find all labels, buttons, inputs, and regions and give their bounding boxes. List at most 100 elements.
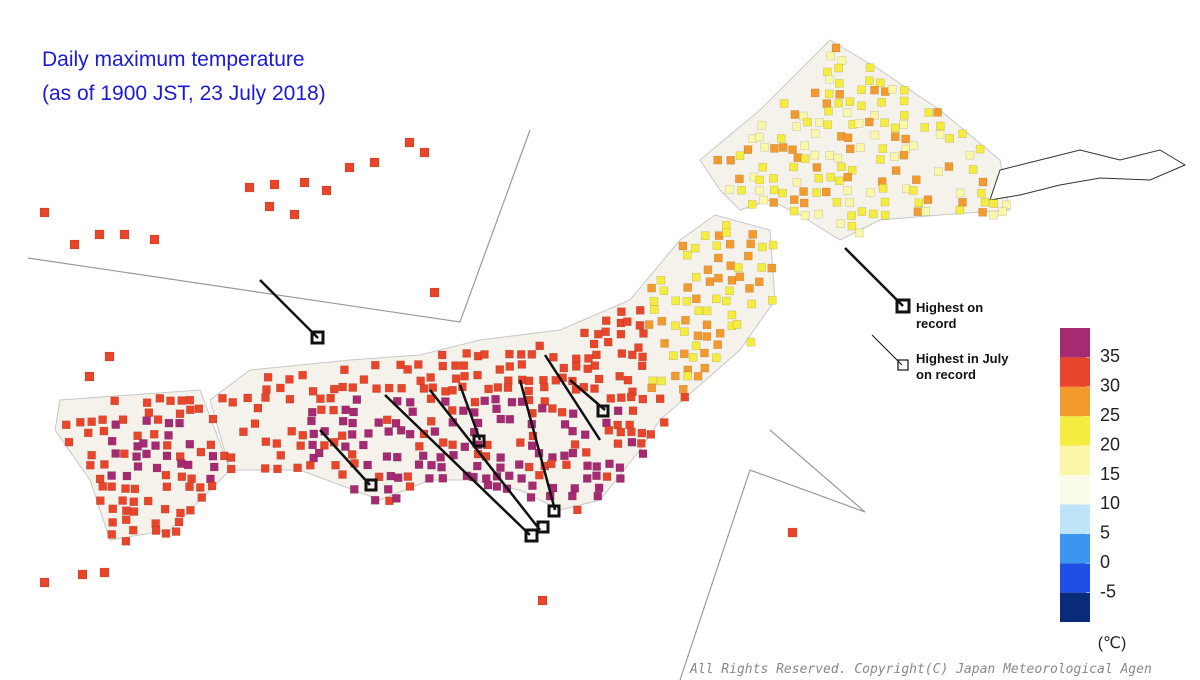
station-marker — [606, 394, 616, 403]
station-marker — [84, 428, 93, 438]
station-marker — [308, 407, 317, 417]
legend-leader — [871, 334, 903, 366]
station-marker — [206, 474, 215, 484]
station-marker — [176, 508, 185, 518]
station-marker — [702, 320, 712, 330]
station-marker — [559, 363, 569, 373]
station-marker — [834, 98, 843, 108]
station-marker — [317, 405, 326, 415]
station-marker — [955, 205, 965, 215]
station-marker — [769, 174, 778, 183]
station-marker — [825, 75, 834, 84]
station-marker — [107, 436, 117, 446]
station-marker — [437, 350, 447, 360]
station-marker — [769, 198, 778, 207]
station-marker — [836, 219, 845, 228]
station-marker — [854, 228, 864, 238]
station-marker — [592, 462, 601, 471]
station-marker — [978, 208, 987, 217]
station-marker — [735, 151, 745, 160]
station-marker — [657, 316, 667, 326]
station-marker — [865, 117, 874, 127]
station-marker — [831, 43, 841, 53]
station-marker — [832, 198, 842, 207]
station-marker — [693, 372, 703, 381]
station-marker — [175, 418, 184, 428]
station-marker — [789, 195, 799, 204]
station-marker — [778, 143, 788, 152]
station-marker — [329, 405, 338, 415]
station-marker — [484, 384, 493, 394]
legend-marker — [897, 359, 909, 371]
station-marker — [847, 165, 857, 175]
station-marker — [121, 484, 130, 493]
station-marker — [437, 462, 446, 472]
station-marker — [580, 430, 590, 439]
station-marker — [834, 63, 843, 73]
station-marker — [341, 405, 350, 415]
station-marker — [744, 251, 753, 261]
station-marker — [517, 474, 526, 483]
station-marker — [678, 241, 688, 251]
station-marker — [208, 414, 218, 424]
station-marker — [524, 386, 533, 396]
station-marker — [171, 527, 181, 536]
station-marker — [721, 221, 731, 230]
station-marker — [309, 429, 319, 439]
station-marker — [308, 440, 317, 450]
station-marker — [186, 405, 195, 415]
station-marker — [449, 450, 458, 460]
station-marker — [870, 85, 879, 95]
station-marker — [615, 463, 625, 472]
station-marker — [441, 397, 450, 406]
station-marker — [263, 373, 273, 382]
station-marker — [218, 394, 227, 403]
station-marker — [526, 493, 536, 502]
station-marker — [713, 155, 722, 165]
station-marker — [133, 431, 142, 441]
station-marker — [517, 360, 527, 369]
station-marker — [714, 231, 724, 240]
station-marker — [438, 361, 448, 371]
leader-lines — [259, 247, 904, 536]
station-marker — [185, 395, 195, 405]
colorbar-swatch — [1060, 563, 1090, 593]
station-marker — [496, 414, 506, 424]
station-marker — [583, 364, 592, 374]
station-marker — [638, 352, 647, 362]
station-marker — [492, 404, 501, 414]
station-marker — [590, 384, 599, 393]
station-marker — [628, 350, 637, 360]
station-marker — [196, 447, 206, 457]
station-marker — [505, 349, 514, 359]
station-marker — [755, 132, 764, 142]
station-marker — [298, 431, 308, 440]
station-marker — [516, 350, 526, 359]
station-marker — [880, 197, 890, 207]
station-marker — [913, 207, 923, 216]
station-marker — [638, 394, 648, 404]
station-marker — [426, 394, 436, 403]
station-marker — [516, 438, 525, 447]
station-marker — [845, 97, 855, 106]
station-marker — [197, 493, 206, 502]
station-marker — [321, 185, 332, 196]
station-marker — [920, 123, 929, 132]
station-marker — [594, 483, 604, 493]
colorbar-swatch — [1060, 533, 1090, 564]
station-marker — [460, 371, 469, 381]
station-marker — [787, 527, 798, 538]
station-marker — [571, 362, 581, 371]
station-marker — [891, 132, 900, 141]
station-marker — [837, 162, 846, 172]
station-marker — [688, 353, 698, 362]
station-marker — [121, 537, 131, 546]
station-marker — [680, 349, 689, 359]
station-marker — [778, 188, 787, 198]
station-marker — [77, 569, 88, 580]
station-marker — [142, 416, 151, 425]
station-marker — [635, 306, 645, 315]
station-markers — [39, 43, 1011, 606]
